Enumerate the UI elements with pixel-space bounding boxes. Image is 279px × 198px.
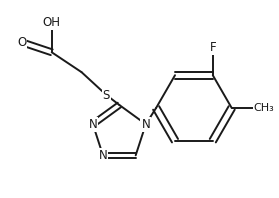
Text: S: S: [103, 89, 110, 102]
Text: CH₃: CH₃: [254, 103, 274, 113]
Text: N: N: [88, 118, 97, 131]
Text: F: F: [210, 41, 216, 54]
Text: N: N: [98, 149, 107, 162]
Text: N: N: [141, 118, 150, 131]
Text: OH: OH: [43, 16, 61, 29]
Text: O: O: [17, 36, 27, 49]
